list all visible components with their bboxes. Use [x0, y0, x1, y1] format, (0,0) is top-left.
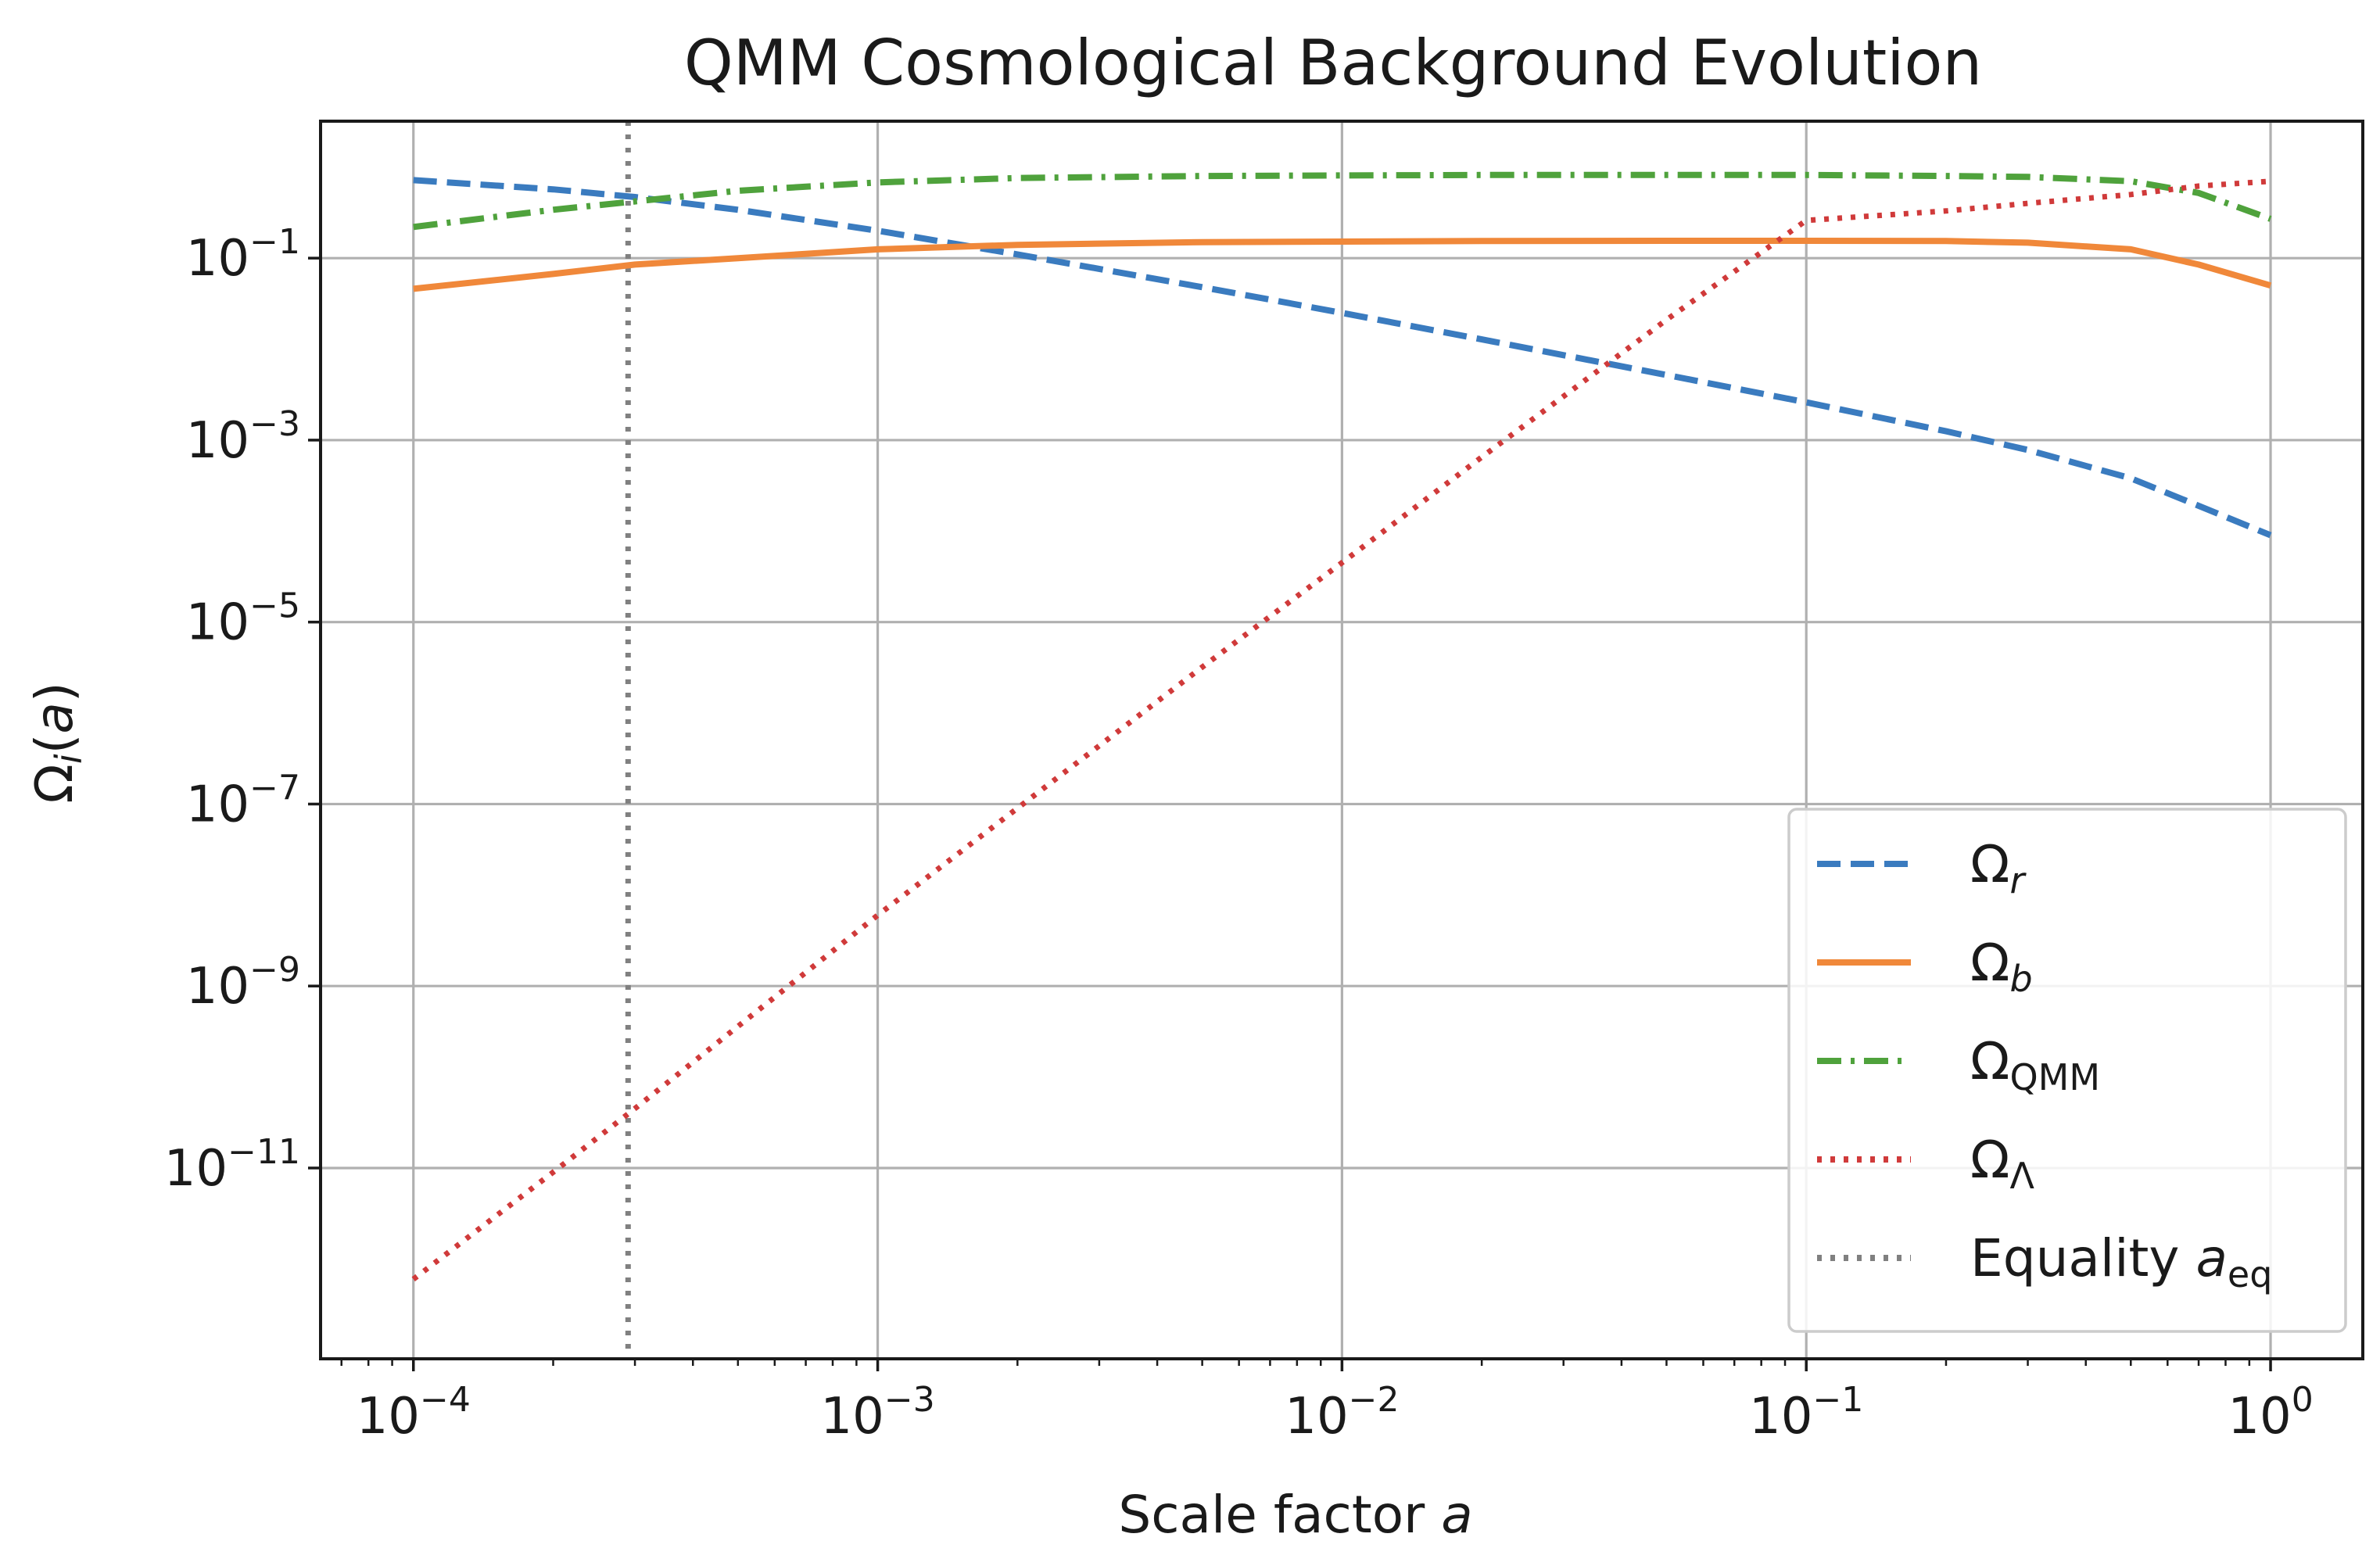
- y-tick-label: 10−9: [186, 950, 300, 1016]
- y-tick-label: 10−1: [186, 222, 300, 288]
- series-line-2: [413, 238, 2272, 292]
- legend-label: ΩΛ: [1970, 1130, 2034, 1197]
- y-tick-label: 10−11: [164, 1132, 300, 1198]
- x-tick-label: 10−2: [1285, 1380, 1399, 1446]
- series-line-3: [413, 171, 2272, 231]
- legend-label: Ωb: [1970, 933, 2033, 1000]
- plot-data: [411, 121, 2272, 1359]
- y-tick-label: 10−7: [186, 768, 300, 833]
- x-tick-label: 10−4: [357, 1380, 471, 1446]
- legend-label: Equality aeq: [1970, 1228, 2272, 1295]
- x-axis-label: Scale factor a: [1118, 1485, 1472, 1545]
- x-tick-label: 100: [2228, 1380, 2313, 1446]
- x-tick-label: 10−3: [820, 1380, 934, 1446]
- y-tick-label: 10−3: [186, 404, 300, 470]
- legend: Ωr Ωb ΩQMM ΩΛ Equality aeq: [1787, 808, 2347, 1333]
- x-tick-label: 10−1: [1749, 1380, 1863, 1446]
- legend-box: [1787, 808, 2347, 1333]
- legend-label: Ωr: [1970, 834, 2027, 901]
- legend-label: ΩQMM: [1970, 1031, 2100, 1098]
- series-line-4: [411, 178, 2271, 1281]
- series-line-1: [413, 177, 2272, 539]
- chart-title: QMM Cosmological Background Evolution: [684, 27, 1982, 99]
- axis-ticks: 10−4 10−3 10−2 10−1 100 10−1 10−3 10−5 10−7 10−9 1…: [164, 222, 2314, 1446]
- y-tick-label: 10−5: [186, 586, 300, 652]
- y-axis-label: Ωi(a): [24, 682, 90, 803]
